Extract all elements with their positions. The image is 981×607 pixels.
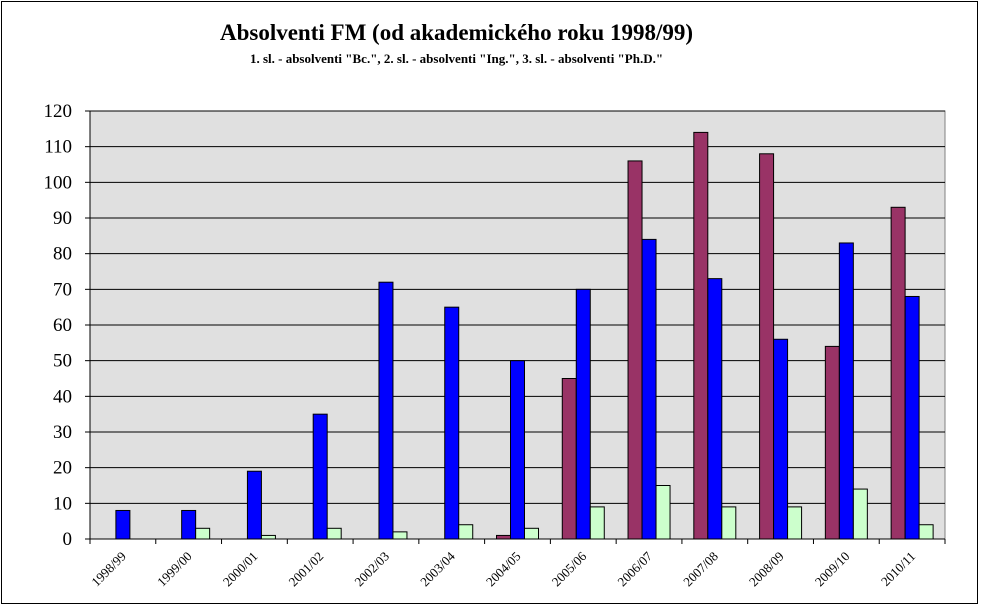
bar: [693, 131, 709, 540]
bar: [904, 295, 920, 540]
bar: [759, 153, 775, 540]
y-tick-label: 10: [53, 493, 72, 514]
bar: [496, 534, 511, 540]
y-tick-label: 100: [44, 172, 73, 193]
y-tick-label: 60: [53, 315, 72, 336]
y-tick-label: 50: [53, 351, 72, 372]
chart-subtitle: 1. sl. - absolventi "Bc.", 2. sl. - abso…: [249, 51, 664, 66]
bar: [312, 413, 328, 540]
bar: [824, 345, 840, 540]
bar: [510, 360, 525, 540]
y-tick-label: 40: [53, 386, 72, 407]
bar: [458, 524, 474, 540]
bar: [627, 160, 643, 540]
bar: [575, 288, 591, 540]
x-tick-label: 2009/10: [812, 549, 853, 590]
x-tick-label: 2006/07: [614, 548, 655, 589]
y-tick-label: 90: [53, 208, 72, 229]
x-tick-label: 2004/05: [483, 549, 524, 590]
bar: [378, 281, 394, 540]
x-tick-label: 2005/06: [549, 548, 590, 589]
x-tick-label: 2002/03: [351, 549, 392, 590]
y-tick-label: 120: [44, 101, 73, 122]
x-tick-label: 2008/09: [746, 549, 787, 590]
bar: [195, 527, 211, 540]
bar: [721, 506, 737, 540]
bar: [246, 470, 262, 540]
bar: [589, 506, 605, 540]
bar: [392, 531, 408, 540]
bar: [444, 306, 460, 540]
y-tick-label: 0: [63, 529, 73, 550]
bar: [918, 524, 934, 540]
x-tick-label: 2010/11: [878, 549, 918, 589]
bar: [838, 242, 854, 540]
x-tick-label: 1999/00: [154, 549, 195, 590]
bar: [852, 488, 868, 540]
y-tick-label: 30: [53, 422, 72, 443]
chart-title: Absolventi FM (od akademického roku 1998…: [219, 20, 694, 45]
bar: [890, 206, 906, 540]
bar: [115, 509, 131, 540]
bar: [260, 534, 276, 540]
y-tick-label: 70: [53, 279, 72, 300]
y-tick-label: 110: [44, 137, 72, 158]
bar: [326, 527, 342, 540]
x-tick-label: 2007/08: [680, 549, 721, 590]
bar: [561, 378, 577, 540]
bar: [707, 278, 723, 540]
y-tick-label: 20: [53, 458, 72, 479]
x-tick-label: 2003/04: [417, 548, 458, 589]
bar: [655, 485, 671, 540]
x-tick-label: 2001/02: [286, 549, 327, 590]
bar: [524, 527, 539, 540]
bar: [641, 238, 657, 540]
bar: [181, 509, 197, 540]
bar: [787, 506, 803, 540]
bar: [773, 338, 789, 540]
x-tick-label: 2000/01: [220, 549, 261, 590]
y-tick-label: 80: [53, 244, 72, 265]
x-tick-label: 1998/99: [88, 549, 129, 590]
